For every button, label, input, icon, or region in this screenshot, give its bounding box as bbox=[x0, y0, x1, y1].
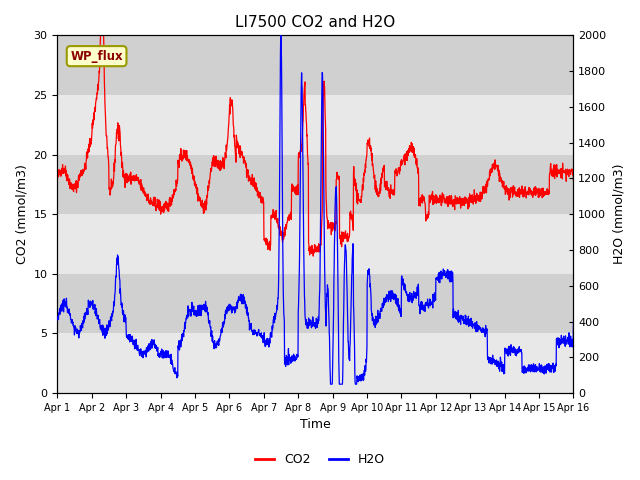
H2O bbox=[555, 345, 563, 350]
H2O bbox=[555, 340, 563, 346]
X-axis label: Time: Time bbox=[300, 419, 331, 432]
CO2 bbox=[97, 33, 104, 38]
Line: CO2: CO2 bbox=[58, 36, 573, 256]
Bar bbox=[58, 214, 573, 274]
H2O bbox=[80, 320, 88, 325]
Bar bbox=[58, 36, 573, 95]
H2O bbox=[460, 320, 468, 325]
H2O bbox=[570, 320, 577, 325]
H2O bbox=[291, 358, 299, 364]
Legend: CO2, H2O: CO2, H2O bbox=[250, 448, 390, 471]
Bar bbox=[58, 155, 573, 214]
Bar bbox=[58, 95, 573, 155]
CO2 bbox=[54, 174, 61, 180]
CO2 bbox=[291, 184, 299, 190]
Bar bbox=[58, 274, 573, 334]
H2O bbox=[305, 315, 312, 321]
Y-axis label: CO2 (mmol/m3): CO2 (mmol/m3) bbox=[15, 164, 28, 264]
CO2 bbox=[460, 203, 468, 208]
CO2 bbox=[80, 167, 88, 173]
CO2 bbox=[555, 170, 563, 176]
Y-axis label: H2O (mmol/m3): H2O (mmol/m3) bbox=[612, 164, 625, 264]
CO2 bbox=[570, 178, 577, 183]
H2O bbox=[54, 317, 61, 323]
CO2 bbox=[555, 169, 563, 175]
H2O bbox=[326, 381, 334, 387]
Title: LI7500 CO2 and H2O: LI7500 CO2 and H2O bbox=[236, 15, 396, 30]
H2O bbox=[277, 33, 285, 38]
Line: H2O: H2O bbox=[58, 36, 573, 384]
CO2 bbox=[305, 240, 312, 246]
CO2 bbox=[309, 253, 317, 259]
Text: WP_flux: WP_flux bbox=[70, 49, 123, 63]
Bar bbox=[58, 334, 573, 393]
